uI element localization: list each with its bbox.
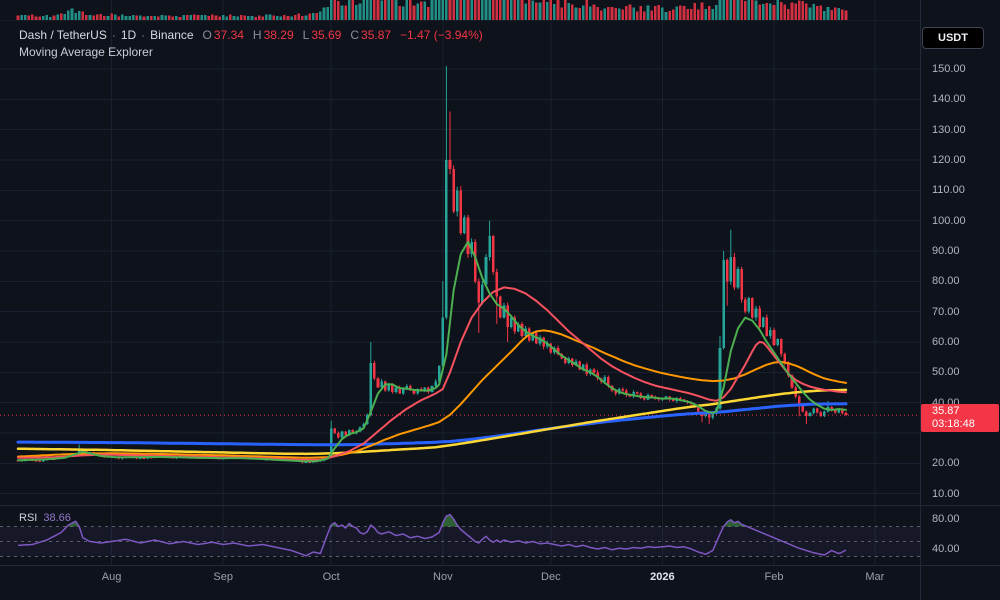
legend-separator: ·: [111, 28, 116, 42]
symbol-name[interactable]: Dash / TetherUS: [19, 28, 107, 42]
rsi-tick-label: 40.00: [932, 543, 960, 555]
time-tick-label: Oct: [322, 571, 340, 583]
price-tick-label: 70.00: [932, 305, 960, 318]
high-label: H: [252, 28, 262, 42]
time-tick-label: Mar: [865, 571, 885, 583]
close-value: 35.87: [361, 28, 392, 42]
rsi-label: RSI: [19, 512, 38, 524]
price-tick-label: 120.00: [932, 153, 966, 166]
high-value: 38.29: [263, 28, 294, 42]
price-tick-label: 10.00: [932, 487, 960, 500]
price-tick-label: 90.00: [932, 244, 960, 257]
price-scale[interactable]: 150.00 140.00 130.00 120.00 110.00 100.00 90.0…: [920, 0, 1000, 565]
price-tick-label: 80.00: [932, 275, 960, 288]
open-value: 37.34: [213, 28, 244, 42]
close-label: C: [350, 28, 360, 42]
symbol-legend: Dash / TetherUS · 1D · Binance O 37.34 H 38.29 L 3…: [19, 28, 483, 42]
price-tick-label: 50.00: [932, 366, 960, 379]
price-tick-label: 140.00: [932, 93, 966, 106]
time-scale[interactable]: Aug Sep Oct Nov Dec 2026 Feb Mar: [0, 565, 1000, 600]
rsi-value: 38.66: [43, 512, 71, 524]
time-tick-label: Feb: [764, 571, 784, 583]
low-label: L: [302, 28, 310, 42]
price-tick-label: 60.00: [932, 335, 960, 348]
last-price-badge: 35.87 03:18:48: [921, 404, 999, 433]
currency-toggle-button[interactable]: USDT: [922, 27, 984, 49]
rsi-tick-label: 80.00: [932, 513, 960, 525]
time-tick-label: 2026: [650, 571, 675, 583]
price-tick-label: 130.00: [932, 123, 966, 136]
last-price: 35.87: [932, 405, 960, 418]
bar-countdown: 03:18:48: [932, 418, 975, 431]
price-tick-label: 110.00: [932, 184, 965, 197]
time-tick-label: Aug: [101, 571, 122, 583]
rsi-legend[interactable]: RSI 38.66: [19, 512, 71, 524]
price-tick-label: 100.00: [932, 214, 966, 227]
change-value: −1.47 (−3.94%): [400, 28, 483, 42]
open-label: O: [202, 28, 212, 42]
low-value: 35.69: [311, 28, 342, 42]
price-tick-label: 20.00: [932, 457, 960, 470]
time-tick-label: Dec: [541, 571, 561, 583]
indicator-legend[interactable]: Moving Average Explorer: [19, 45, 153, 59]
indicator-name: Moving Average Explorer: [19, 45, 153, 59]
time-tick-label: Nov: [433, 571, 453, 583]
exchange-label[interactable]: Binance: [150, 28, 194, 42]
price-tick-label: 150.00: [932, 63, 966, 75]
interval-label[interactable]: 1D: [120, 28, 137, 42]
legend-separator: ·: [141, 28, 146, 42]
time-tick-label: Sep: [213, 571, 233, 583]
